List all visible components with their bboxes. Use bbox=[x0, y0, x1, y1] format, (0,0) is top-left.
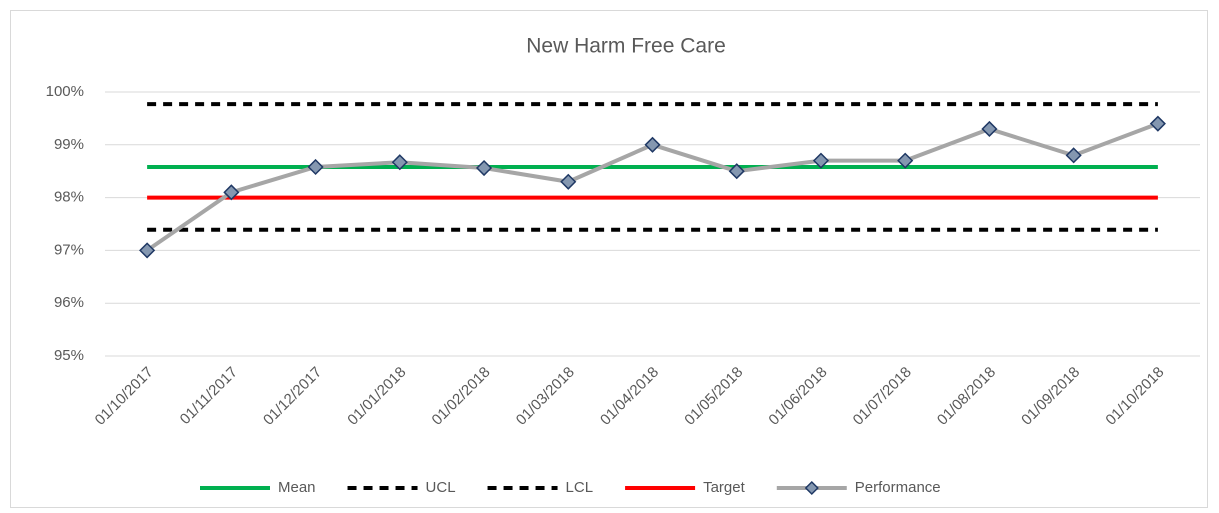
legend-label: Mean bbox=[278, 479, 316, 496]
y-tick-label: 96% bbox=[54, 294, 84, 311]
legend-label: UCL bbox=[426, 479, 456, 496]
data-marker bbox=[560, 173, 577, 190]
legend-marker bbox=[804, 480, 819, 496]
legend-label: LCL bbox=[566, 479, 594, 496]
data-marker bbox=[897, 152, 914, 169]
legend-label: Performance bbox=[855, 479, 941, 496]
data-marker bbox=[307, 158, 324, 176]
data-marker bbox=[981, 120, 998, 138]
y-tick-label: 98% bbox=[54, 189, 84, 206]
y-tick-label: 99% bbox=[54, 136, 84, 153]
data-marker bbox=[1065, 147, 1082, 164]
y-tick-label: 95% bbox=[54, 347, 84, 364]
chart-border bbox=[10, 10, 1208, 508]
data-marker bbox=[644, 136, 661, 153]
data-marker bbox=[475, 159, 493, 177]
legend-label: Target bbox=[703, 479, 746, 496]
data-marker bbox=[812, 152, 830, 169]
data-marker bbox=[223, 184, 240, 201]
data-marker bbox=[391, 154, 408, 171]
y-tick-label: 97% bbox=[54, 241, 84, 258]
data-marker bbox=[728, 163, 745, 180]
data-marker bbox=[139, 242, 156, 259]
chart-title: New Harm Free Care bbox=[526, 35, 726, 58]
y-tick-label: 100% bbox=[46, 83, 84, 100]
data-marker bbox=[1149, 115, 1166, 132]
